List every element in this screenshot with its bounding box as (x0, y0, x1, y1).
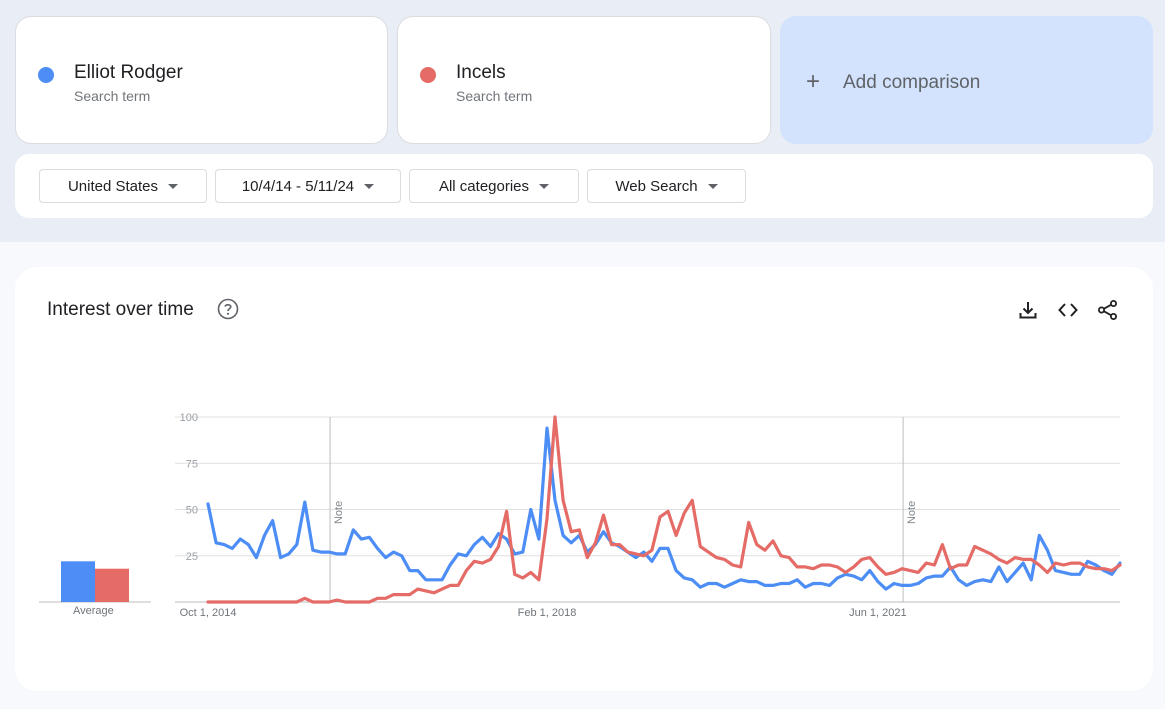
term-card-elliot-rodger[interactable]: Elliot Rodger Search term (15, 16, 388, 144)
term-name[interactable]: Incels (456, 62, 506, 83)
series-line (206, 415, 1122, 604)
x-tick-label: Oct 1, 2014 (180, 607, 237, 619)
region-select[interactable]: United States (39, 169, 207, 203)
category-label: All categories (438, 177, 530, 195)
caret-down-icon (168, 183, 179, 189)
x-tick-label: Jun 1, 2021 (849, 607, 907, 619)
embed-icon[interactable] (1057, 299, 1079, 321)
help-icon[interactable] (217, 298, 239, 320)
filter-bar: United States 10/4/14 - 5/11/24 All cate… (15, 154, 1153, 218)
y-tick-label: 100 (180, 412, 198, 424)
add-comparison-label: Add comparison (843, 72, 981, 93)
search-type-label: Web Search (615, 177, 698, 195)
download-icon[interactable] (1017, 299, 1039, 321)
term-color-dot (420, 67, 436, 83)
caret-down-icon (707, 183, 718, 189)
date-range-label: 10/4/14 - 5/11/24 (241, 177, 355, 195)
y-tick-label: 75 (186, 458, 198, 470)
term-type: Search term (74, 88, 151, 104)
plus-icon: + (806, 68, 821, 95)
y-tick-label: 50 (186, 505, 198, 517)
interest-chart: 25 50 75 100 Note Note Oct 1, 2014 Feb 1, 2018 J… (39, 412, 1122, 619)
caret-down-icon (539, 183, 550, 189)
y-tick-label: 25 (186, 551, 198, 563)
add-comparison-button[interactable]: + Add comparison (780, 16, 1153, 144)
date-range-select[interactable]: 10/4/14 - 5/11/24 (215, 169, 401, 203)
category-select[interactable]: All categories (409, 169, 579, 203)
note-marker-label: Note (906, 501, 918, 524)
average-label: Average (73, 605, 114, 617)
interest-over-time-card: Interest over time 25 50 75 100 Note Note Oct … (15, 267, 1153, 691)
x-tick-label: Feb 1, 2018 (518, 607, 577, 619)
note-marker-label: Note (333, 501, 345, 524)
term-color-dot (38, 67, 54, 83)
term-card-incels[interactable]: Incels Search term (397, 16, 771, 144)
chart-title: Interest over time (47, 299, 194, 320)
term-type: Search term (456, 88, 533, 104)
share-icon[interactable] (1097, 299, 1119, 321)
series-line (206, 426, 1122, 591)
average-bar (95, 568, 129, 602)
average-bar (61, 561, 95, 602)
caret-down-icon (364, 183, 375, 189)
term-name[interactable]: Elliot Rodger (74, 62, 183, 83)
search-type-select[interactable]: Web Search (587, 169, 746, 203)
region-label: United States (67, 177, 159, 195)
